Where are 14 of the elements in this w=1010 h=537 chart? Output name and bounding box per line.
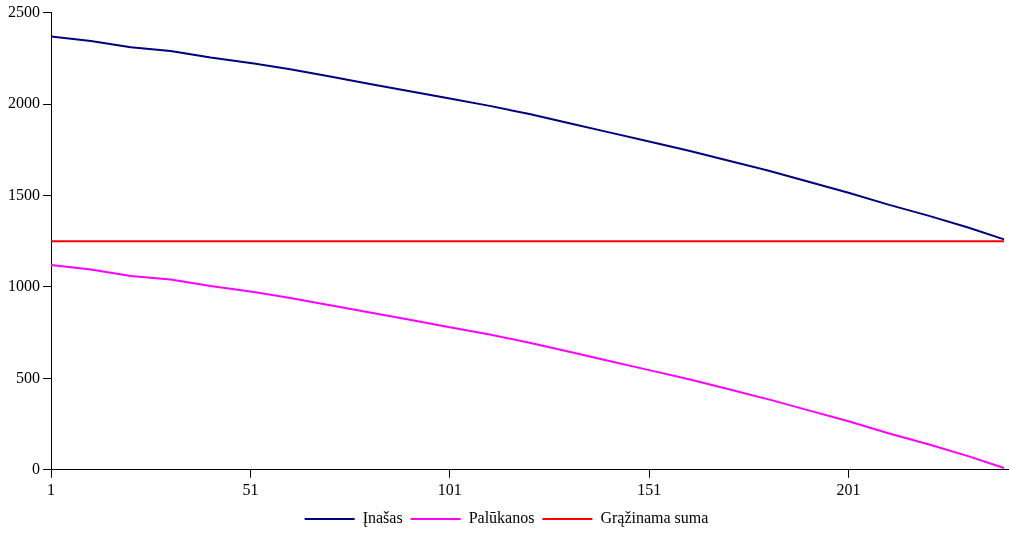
y-tick-label: 500 [16, 368, 40, 386]
legend-label: Grąžinama suma [600, 509, 709, 528]
legend-label: Įnašas [362, 509, 403, 528]
x-tick-label: 201 [836, 480, 861, 498]
x-tick-label: 1 [47, 480, 55, 498]
x-tick-label: 51 [242, 480, 259, 498]
x-tick-label: 151 [637, 480, 662, 498]
x-tick-label: 101 [437, 480, 462, 498]
y-tick-label: 2500 [8, 2, 40, 20]
legend-label: Palūkanos [468, 509, 535, 527]
y-tick-label: 2000 [8, 94, 40, 112]
y-tick-label: 1500 [8, 185, 40, 203]
y-tick-label: 1000 [8, 277, 40, 295]
y-tick-label: 0 [32, 460, 40, 477]
